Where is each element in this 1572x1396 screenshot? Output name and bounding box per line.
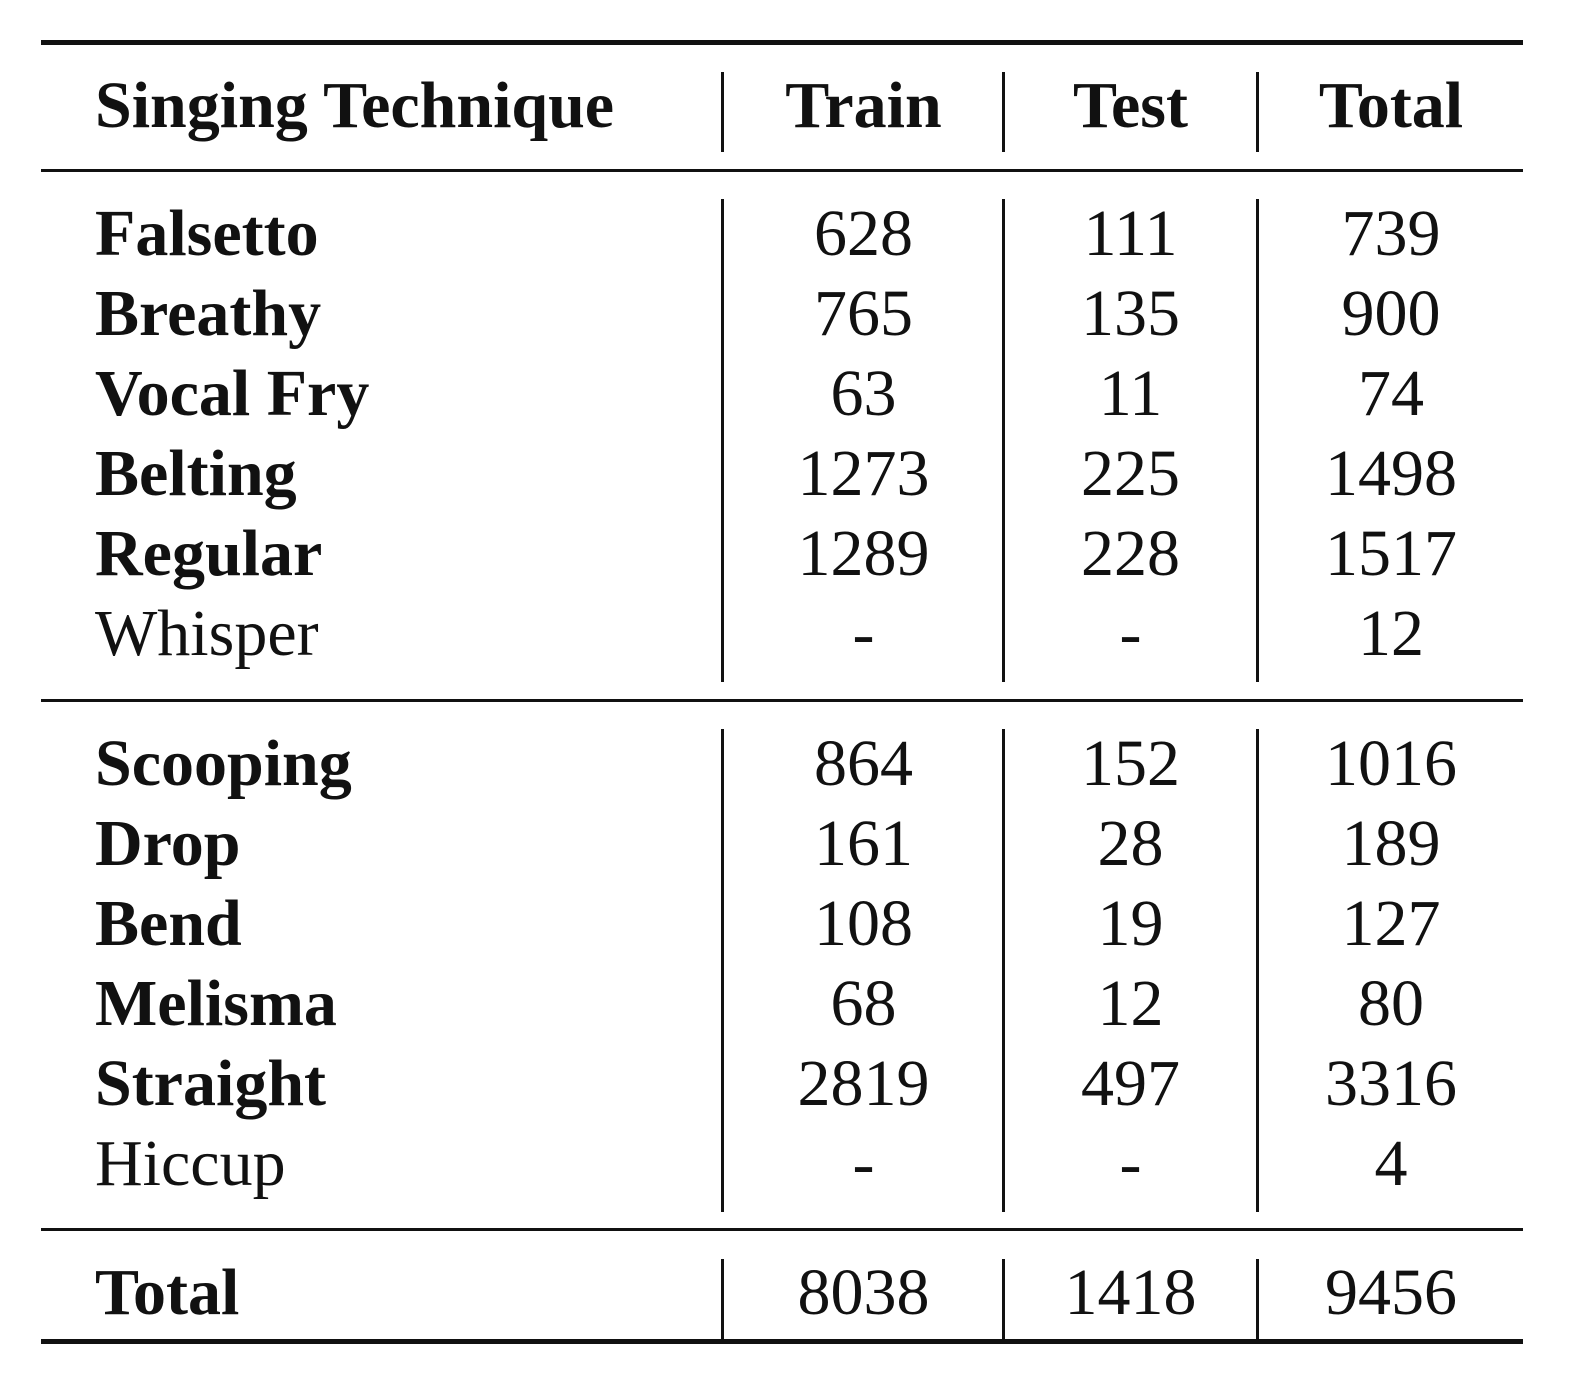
row-technique: Drop <box>95 807 241 880</box>
row-total: 189 <box>1341 807 1441 880</box>
row-test: 111 <box>1083 197 1178 270</box>
group-separator-rule <box>41 699 1523 702</box>
header-rule <box>41 169 1523 172</box>
total-label: Total <box>95 1256 240 1329</box>
row-technique: Scooping <box>95 727 352 800</box>
row-test: 152 <box>1081 727 1180 800</box>
bottom-rule <box>41 1339 1523 1344</box>
row-total: 1498 <box>1325 437 1457 510</box>
row-test: 225 <box>1081 437 1180 510</box>
divider-total <box>1256 199 1259 682</box>
header-train: Train <box>785 69 942 142</box>
header-total: Total <box>1318 69 1464 142</box>
table-row: Drop 161 28 189 <box>0 804 1572 884</box>
row-test: - <box>1119 1127 1142 1200</box>
table-row: Regular 1289 228 1517 <box>0 514 1572 594</box>
row-test: 228 <box>1081 517 1180 590</box>
row-train: 161 <box>814 807 913 880</box>
table-row: Bend 108 19 127 <box>0 884 1572 964</box>
row-total: 900 <box>1341 277 1441 350</box>
row-test: 11 <box>1098 357 1163 430</box>
row-train: 2819 <box>797 1047 930 1120</box>
divider-train <box>721 1259 724 1339</box>
row-train: - <box>852 597 875 670</box>
table-row: Breathy 765 135 900 <box>0 274 1572 354</box>
row-technique: Straight <box>95 1047 326 1120</box>
table-row: Falsetto 628 111 739 <box>0 194 1572 274</box>
row-total: 3316 <box>1325 1047 1457 1120</box>
row-technique: Bend <box>95 887 242 960</box>
row-total: 4 <box>1374 1127 1408 1200</box>
table-row: Melisma 68 12 80 <box>0 964 1572 1044</box>
divider-test <box>1002 729 1005 1212</box>
row-technique: Hiccup <box>95 1127 286 1200</box>
row-technique: Belting <box>95 437 297 510</box>
divider-total <box>1256 1259 1259 1339</box>
row-total: 74 <box>1358 357 1424 430</box>
row-test: 19 <box>1097 887 1164 960</box>
header-technique: Singing Technique <box>95 69 615 142</box>
row-train: 1273 <box>797 437 930 510</box>
table-row: Straight 2819 497 3316 <box>0 1044 1572 1124</box>
total-test: 1418 <box>1064 1256 1197 1329</box>
row-technique: Falsetto <box>95 197 319 270</box>
row-train: 68 <box>830 967 897 1040</box>
row-test: - <box>1119 597 1142 670</box>
row-total: 1016 <box>1325 727 1457 800</box>
row-technique: Whisper <box>95 597 319 670</box>
row-test: 135 <box>1081 277 1180 350</box>
divider-train <box>721 199 724 682</box>
row-technique: Melisma <box>95 967 337 1040</box>
table-row: Vocal Fry 63 11 74 <box>0 354 1572 434</box>
row-train: 63 <box>830 357 897 430</box>
divider-test <box>1002 1259 1005 1339</box>
divider-train <box>721 729 724 1212</box>
divider-train <box>721 72 724 152</box>
table-row: Scooping 864 152 1016 <box>0 724 1572 804</box>
row-total: 1517 <box>1325 517 1457 590</box>
row-train: 864 <box>814 727 913 800</box>
row-train: - <box>852 1127 875 1200</box>
divider-total <box>1256 72 1259 152</box>
header-test: Test <box>1073 69 1188 142</box>
row-total: 80 <box>1358 967 1424 1040</box>
row-train: 628 <box>814 197 913 270</box>
total-train: 8038 <box>797 1256 930 1329</box>
divider-test <box>1002 72 1005 152</box>
row-total: 739 <box>1341 197 1441 270</box>
table-row: Hiccup - - 4 <box>0 1124 1572 1204</box>
row-train: 108 <box>814 887 913 960</box>
row-technique: Vocal Fry <box>95 357 370 430</box>
divider-total <box>1256 729 1259 1212</box>
table-row: Whisper - - 12 <box>0 594 1572 674</box>
total-row: Total 8038 1418 9456 <box>0 1253 1572 1333</box>
row-technique: Breathy <box>95 277 322 350</box>
row-train: 765 <box>814 277 913 350</box>
total-total: 9456 <box>1325 1256 1457 1329</box>
row-test: 12 <box>1097 967 1164 1040</box>
table-row: Belting 1273 225 1498 <box>0 434 1572 514</box>
table-header: Singing Technique Train Test Total <box>0 66 1572 146</box>
top-rule <box>41 40 1523 45</box>
row-test: 28 <box>1097 807 1164 880</box>
row-total: 127 <box>1341 887 1441 960</box>
row-technique: Regular <box>95 517 323 590</box>
divider-test <box>1002 199 1005 682</box>
row-total: 12 <box>1358 597 1424 670</box>
row-train: 1289 <box>797 517 930 590</box>
total-rule <box>41 1228 1523 1231</box>
row-test: 497 <box>1081 1047 1180 1120</box>
